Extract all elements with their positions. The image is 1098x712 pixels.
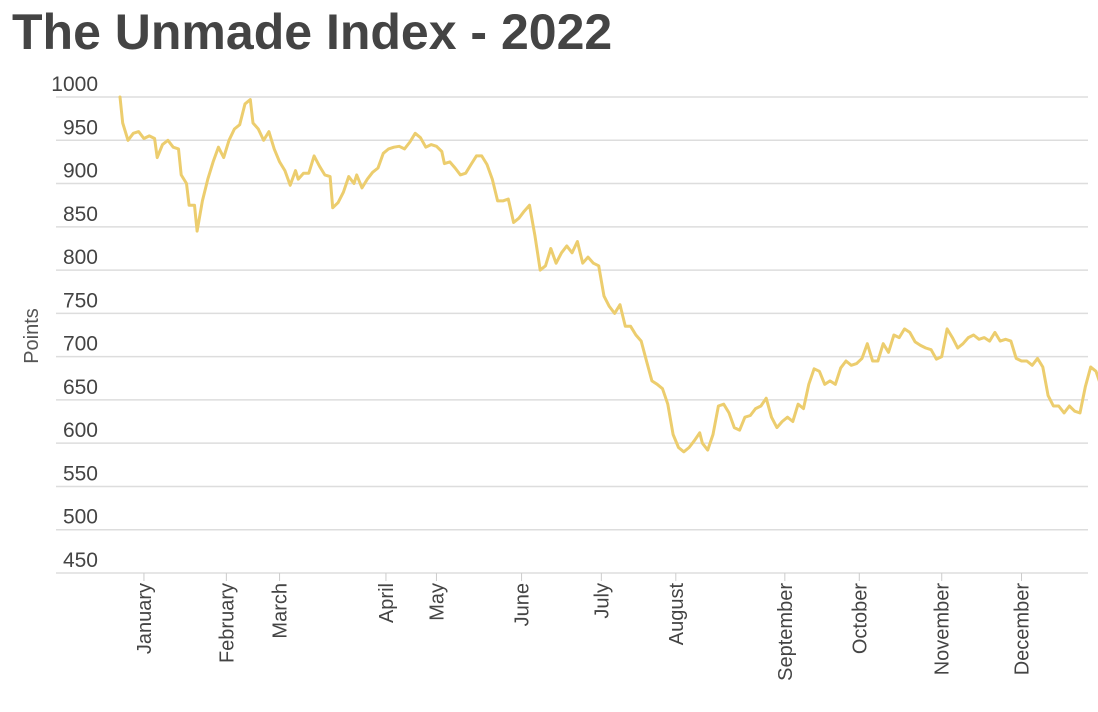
y-tick-label: 650: [63, 376, 98, 399]
x-tick-label: July: [591, 583, 613, 619]
x-tick-label: May: [426, 583, 448, 621]
series-layer: [118, 95, 1098, 454]
y-tick-label: 1000: [51, 73, 98, 96]
y-tick-label: 950: [63, 116, 98, 139]
x-tick-label: September: [775, 583, 797, 681]
y-tick-label: 800: [63, 246, 98, 269]
y-tick-label: 750: [63, 289, 98, 312]
x-tick-label: August: [666, 583, 688, 646]
y-tick-label: 850: [63, 203, 98, 226]
y-axis-label: Points: [21, 308, 43, 364]
x-tick-label: January: [134, 583, 156, 654]
gridlines: [56, 96, 1088, 574]
x-tick-label: April: [376, 583, 398, 623]
x-tick-label: June: [512, 583, 534, 626]
chart-title: The Unmade Index - 2022: [12, 4, 613, 60]
y-axis-ticks: 1000 950 900 850 800 750 700 650 600 550 500 450: [51, 73, 98, 572]
x-tick-label: February: [216, 583, 238, 663]
y-tick-label: 550: [63, 462, 98, 485]
x-axis-ticks: January February March April May June July Augu…: [134, 573, 1034, 681]
x-tick-label: November: [932, 583, 954, 676]
y-tick-label: 900: [63, 160, 98, 183]
y-tick-label: 700: [63, 333, 98, 356]
x-tick-label: March: [270, 583, 292, 639]
y-tick-label: 450: [63, 549, 98, 572]
y-tick-label: 600: [63, 419, 98, 442]
x-tick-label: December: [1012, 583, 1034, 676]
x-tick-label: October: [849, 583, 871, 654]
y-tick-label: 500: [63, 506, 98, 529]
series-line: [118, 95, 1098, 454]
